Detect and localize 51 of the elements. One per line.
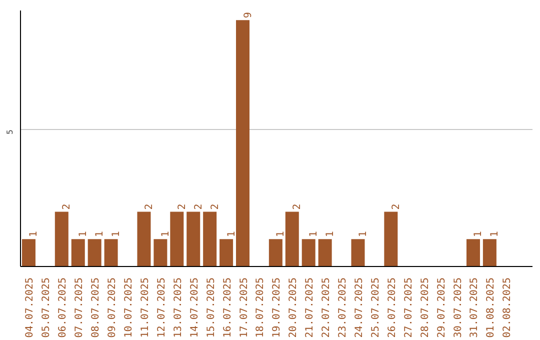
data-label: 2 <box>176 204 188 210</box>
x-tick-label: 10.07.2025 <box>124 277 135 338</box>
x-tick-label: 17.07.2025 <box>238 277 250 338</box>
x-tick-label: 04.07.2025 <box>24 277 36 338</box>
data-label: 1 <box>325 231 336 238</box>
x-tick-label: 22.07.2025 <box>321 277 332 338</box>
x-tick-label: 21.07.2025 <box>304 277 316 338</box>
x-tick-label: 31.07.2025 <box>469 277 480 338</box>
x-tick-label: 11.07.2025 <box>140 277 151 338</box>
data-label: 2 <box>193 204 204 210</box>
x-tick-label: 28.07.2025 <box>420 277 431 338</box>
x-tick-label: 19.07.2025 <box>272 277 283 338</box>
x-tick-label: 12.07.2025 <box>156 277 168 338</box>
data-label: 1 <box>226 231 238 238</box>
data-label: 1 <box>111 231 122 238</box>
data-label: 1 <box>473 231 484 238</box>
x-tick-label: 06.07.2025 <box>58 277 69 338</box>
x-tick-label: 01.08.2025 <box>486 277 497 338</box>
data-label: 9 <box>242 12 254 18</box>
data-label: 1 <box>28 231 40 238</box>
x-tick-label: 13.07.2025 <box>172 277 184 338</box>
data-label: 1 <box>276 231 287 238</box>
x-tick-label: 09.07.2025 <box>107 277 118 338</box>
x-tick-label: 26.07.2025 <box>386 277 398 338</box>
x-tick-label: 14.07.2025 <box>189 277 200 338</box>
data-label: 2 <box>390 204 402 210</box>
x-tick-label: 20.07.2025 <box>288 277 300 338</box>
data-label: 1 <box>308 231 320 238</box>
x-tick-label: 24.07.2025 <box>354 277 365 338</box>
y-tick-label: 5 <box>6 129 14 134</box>
x-tick-label: 05.07.2025 <box>41 277 52 338</box>
data-label: 1 <box>94 231 106 238</box>
data-label: 1 <box>78 231 90 238</box>
x-tick-label: 18.07.2025 <box>255 277 266 338</box>
x-tick-label: 23.07.2025 <box>338 277 349 338</box>
data-label: 2 <box>62 204 73 210</box>
data-label: 2 <box>144 204 155 210</box>
x-tick-label: 16.07.2025 <box>222 277 234 338</box>
x-tick-label: 29.07.2025 <box>436 277 448 338</box>
data-label: 1 <box>358 231 369 238</box>
x-tick-label: 30.07.2025 <box>452 277 464 338</box>
data-label: 2 <box>210 204 221 210</box>
x-tick-label: 25.07.2025 <box>370 277 382 338</box>
data-label: 1 <box>160 231 172 238</box>
x-tick-label: 02.08.2025 <box>502 277 514 338</box>
x-tick-label: 08.07.2025 <box>90 277 102 338</box>
data-label: 2 <box>292 204 304 210</box>
x-tick-label: 27.07.2025 <box>403 277 414 338</box>
data-label: 1 <box>490 231 501 238</box>
x-tick-label: 07.07.2025 <box>74 277 86 338</box>
x-tick-label: 15.07.2025 <box>206 277 217 338</box>
